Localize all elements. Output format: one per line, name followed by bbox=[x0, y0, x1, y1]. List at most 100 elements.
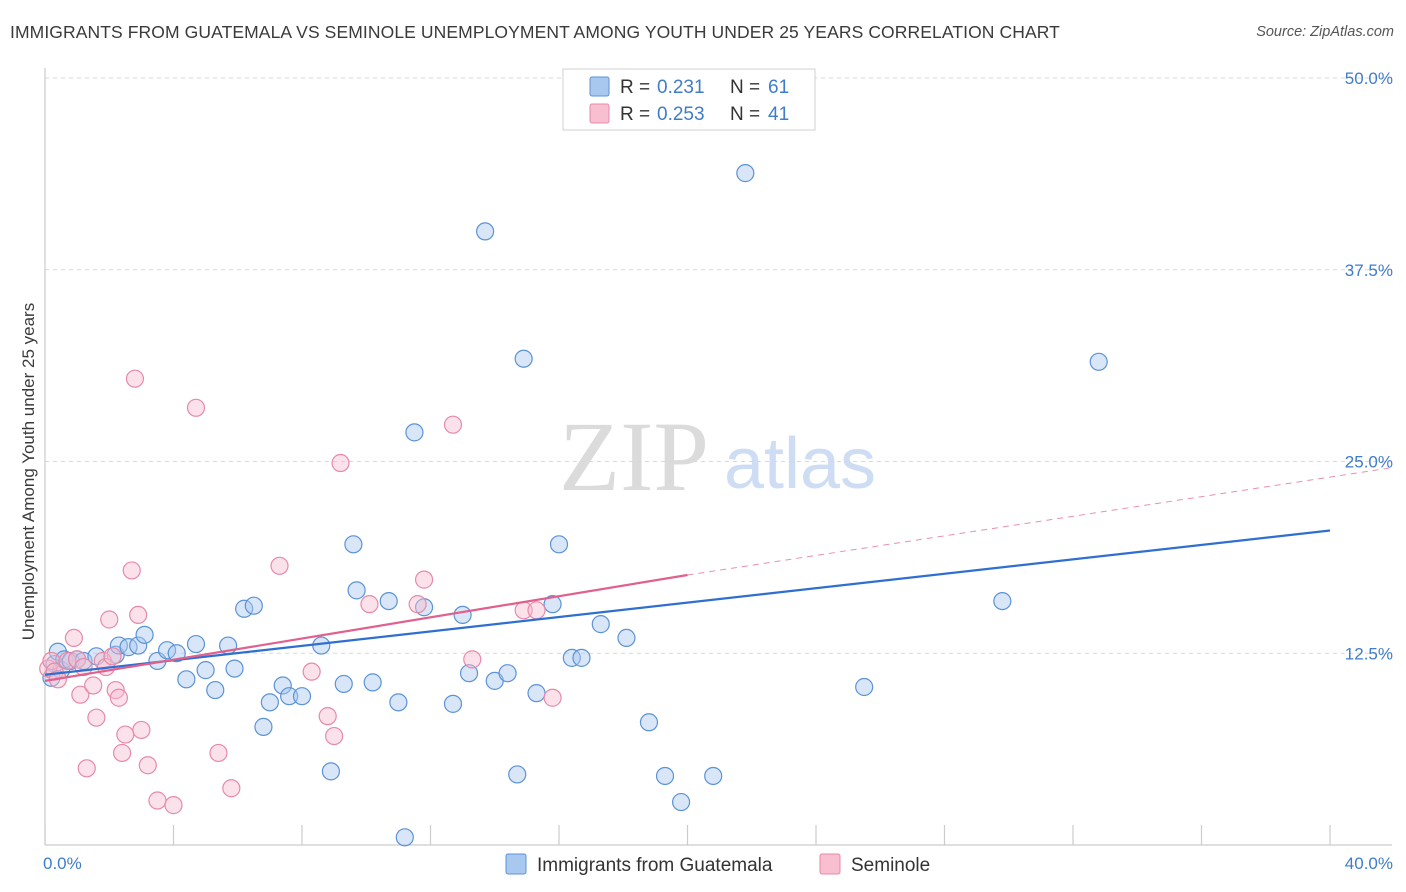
data-point bbox=[360, 595, 379, 614]
data-point bbox=[331, 453, 350, 473]
series-swatch-pink bbox=[819, 853, 841, 875]
data-point bbox=[77, 759, 96, 778]
data-point bbox=[42, 651, 61, 671]
data-point bbox=[225, 659, 244, 678]
data-point bbox=[463, 650, 482, 669]
series-label-blue: Immigrants from Guatemala bbox=[537, 855, 773, 876]
data-point bbox=[363, 673, 382, 692]
data-point bbox=[87, 708, 106, 727]
x-tick-label-0: 0.0% bbox=[43, 854, 82, 873]
watermark-zip: ZIP bbox=[559, 401, 709, 512]
data-point bbox=[132, 720, 151, 740]
data-point bbox=[129, 605, 148, 625]
data-point bbox=[514, 349, 533, 368]
data-point bbox=[459, 664, 479, 683]
grid-layer bbox=[45, 77, 1392, 654]
legend-r-value-blue: 0.231 bbox=[657, 77, 705, 98]
data-point bbox=[549, 535, 569, 554]
legend-n-value-blue: 61 bbox=[768, 77, 789, 98]
data-point bbox=[280, 687, 299, 706]
data-point bbox=[209, 743, 228, 763]
trend-layer bbox=[44, 467, 1393, 682]
data-point bbox=[655, 766, 675, 786]
data-point bbox=[704, 766, 723, 786]
data-point bbox=[395, 828, 414, 847]
data-point bbox=[443, 694, 463, 713]
data-point bbox=[334, 674, 353, 694]
trendline-seminole bbox=[44, 573, 688, 682]
data-point bbox=[260, 693, 279, 712]
data-point bbox=[222, 779, 241, 798]
data-point bbox=[196, 661, 215, 680]
axes-layer bbox=[44, 68, 1392, 846]
data-point bbox=[344, 535, 363, 554]
data-point bbox=[379, 591, 398, 611]
legend-r-label-pink: R = bbox=[620, 104, 650, 125]
data-point bbox=[325, 726, 344, 746]
watermark: ZIP atlas bbox=[559, 401, 876, 512]
data-point bbox=[508, 765, 527, 784]
data-point bbox=[527, 684, 546, 703]
legend-swatch-blue bbox=[589, 76, 610, 97]
legend-n-label-pink: N = bbox=[730, 104, 760, 125]
y-tick-label-1: 25.0% bbox=[1345, 453, 1393, 472]
data-point bbox=[312, 636, 331, 655]
series-seminole bbox=[39, 369, 562, 815]
data-point bbox=[122, 561, 141, 580]
data-point bbox=[408, 595, 427, 614]
data-point bbox=[292, 687, 312, 706]
legend-swatch-pink bbox=[589, 103, 610, 124]
data-point bbox=[617, 628, 636, 648]
legend-r-value-pink: 0.253 bbox=[657, 104, 705, 125]
points-layer bbox=[39, 164, 1108, 847]
data-point bbox=[206, 680, 225, 700]
data-point bbox=[135, 625, 154, 644]
data-point bbox=[125, 369, 145, 388]
data-point bbox=[254, 717, 273, 736]
data-point bbox=[476, 222, 495, 241]
data-point bbox=[244, 596, 263, 615]
data-point bbox=[116, 725, 135, 744]
data-point bbox=[164, 796, 183, 815]
legend-r-label-blue: R = bbox=[620, 77, 650, 98]
watermark-atlas: atlas bbox=[724, 424, 876, 504]
data-point bbox=[270, 556, 289, 575]
data-point bbox=[100, 610, 119, 629]
data-point bbox=[639, 713, 659, 732]
y-tick-label-3: 50.0% bbox=[1345, 69, 1393, 88]
y-tick-label-2: 37.5% bbox=[1345, 261, 1393, 280]
data-point bbox=[414, 570, 434, 589]
trendline-seminole-extension bbox=[687, 467, 1393, 576]
y-tick-label-0: 12.5% bbox=[1345, 644, 1393, 663]
data-point bbox=[543, 595, 562, 614]
data-point bbox=[273, 676, 292, 695]
data-point bbox=[321, 762, 341, 781]
data-point bbox=[71, 685, 90, 704]
data-point bbox=[109, 688, 128, 707]
data-point bbox=[572, 648, 591, 667]
data-point bbox=[389, 693, 408, 712]
data-point bbox=[318, 707, 337, 726]
data-point bbox=[527, 601, 546, 620]
data-point bbox=[302, 662, 321, 681]
series-label-pink: Seminole bbox=[851, 855, 930, 876]
series-swatch-blue bbox=[505, 853, 527, 875]
data-point bbox=[453, 605, 472, 625]
labels-layer: 12.5% 25.0% 37.5% 50.0% 0.0% 40.0% Unemploymen… bbox=[19, 69, 1393, 873]
series-legend: Immigrants from Guatemala Seminole bbox=[505, 853, 930, 876]
y-axis-label: Unemployment Among Youth under 25 years bbox=[19, 303, 38, 640]
data-point bbox=[591, 615, 610, 634]
chart-title: IMMIGRANTS FROM GUATEMALA VS SEMINOLE UN… bbox=[10, 22, 1060, 42]
data-point bbox=[186, 398, 206, 417]
data-point bbox=[103, 647, 122, 666]
data-point bbox=[64, 628, 84, 648]
data-point bbox=[148, 791, 167, 810]
legend-n-value-pink: 41 bbox=[768, 104, 789, 125]
data-point bbox=[671, 792, 691, 812]
data-point bbox=[138, 756, 157, 775]
trendline-guatemala bbox=[44, 529, 1331, 676]
correlation-legend: R = 0.231 N = 61 R = 0.253 N = 41 bbox=[562, 68, 816, 131]
data-point bbox=[443, 415, 463, 434]
data-point bbox=[993, 591, 1012, 611]
